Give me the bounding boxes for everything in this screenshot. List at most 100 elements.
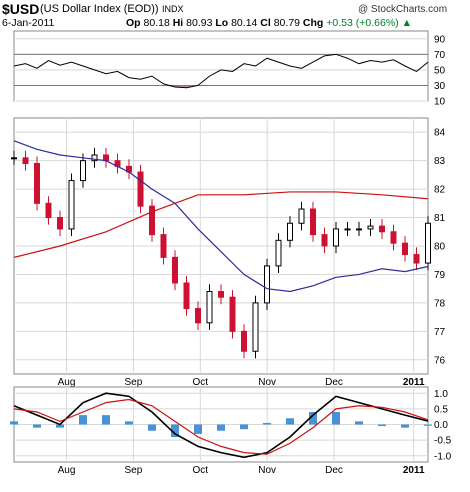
rsi-title: RSI(14) 60.42 xyxy=(18,31,90,43)
quote-date: 6-Jan-2011 xyxy=(2,17,55,29)
candle-body xyxy=(413,254,420,264)
macd-hist-bar xyxy=(378,424,386,427)
rsi-tick-label: 70 xyxy=(434,50,446,61)
line-swatch-icon xyxy=(18,138,25,141)
candle-body xyxy=(137,171,144,207)
candle-body xyxy=(241,330,247,352)
candle-body xyxy=(321,234,328,247)
price-tick-label: 83 xyxy=(434,156,446,167)
change-up-icon: ▲ xyxy=(401,17,412,29)
macd-hist-bar xyxy=(79,415,87,425)
legend-marker-icon xyxy=(18,392,23,398)
price-tick-label: 82 xyxy=(434,185,446,196)
price-x-label: Nov xyxy=(258,377,276,388)
instrument-name: (US Dollar Index (EOD)) xyxy=(40,3,159,15)
candle-body xyxy=(218,291,224,298)
candle-body xyxy=(425,222,431,264)
candle-body xyxy=(252,302,259,352)
legend-marker-icon xyxy=(18,34,23,40)
candle-body xyxy=(287,222,293,241)
candle-body xyxy=(68,180,75,230)
macd-hist-bar xyxy=(309,412,317,425)
macd-tick-label: -1.0 xyxy=(434,451,452,462)
candle-body xyxy=(160,234,167,258)
candle-body xyxy=(356,228,362,231)
rsi-tick-label: 10 xyxy=(434,97,446,108)
open-value: 80.18 xyxy=(143,17,170,29)
change-value: +0.53 (+0.66%) xyxy=(326,17,399,29)
high-value: 80.93 xyxy=(186,17,213,29)
candle-body xyxy=(57,217,63,230)
line-swatch-icon xyxy=(18,149,25,152)
macd-hist-bar xyxy=(56,424,64,428)
close-label: Cl xyxy=(260,17,271,29)
macd-hist-bar xyxy=(33,424,41,428)
candle-body xyxy=(344,228,351,231)
price-x-label: 2011 xyxy=(403,377,425,388)
macd-x-label: Oct xyxy=(193,465,209,476)
macd-title: MACD(12,26,9) 0.109, 0.152, -0.043 xyxy=(18,389,195,401)
candle-body xyxy=(11,157,17,160)
macd-hist-bar xyxy=(240,424,248,430)
macd-hist-bar xyxy=(125,421,133,425)
price-tick-label: 76 xyxy=(434,355,446,366)
candle-body xyxy=(379,225,385,233)
candle-body xyxy=(149,205,155,236)
macd-hist-bar xyxy=(194,424,202,434)
legend-marker-icon xyxy=(18,123,23,129)
macd-hist-bar xyxy=(102,415,110,425)
candle-body xyxy=(103,154,109,162)
macd-tick-label: 1.0 xyxy=(434,389,448,400)
macd-hist-bar xyxy=(148,424,156,431)
price-x-label: Sep xyxy=(125,377,143,388)
macd-x-label: 2011 xyxy=(403,465,425,476)
candle-body xyxy=(195,308,201,324)
macd-hist-bar xyxy=(424,424,432,426)
candle-body xyxy=(390,231,397,244)
macd-hist-bar xyxy=(401,424,409,428)
macd-tick-label: 0.0 xyxy=(434,420,448,431)
price-tick-label: 78 xyxy=(434,298,446,309)
candle-body xyxy=(126,165,132,173)
rsi-oversold-area xyxy=(14,85,428,88)
candle-body xyxy=(367,225,374,230)
high-label: Hi xyxy=(172,17,184,29)
candle-body xyxy=(333,228,339,247)
candle-body xyxy=(172,256,178,284)
quote-line: Op 80.18 Hi 80.93 Lo 80.14 Cl 80.79 Chg … xyxy=(126,17,412,29)
macd-x-label: Dec xyxy=(325,465,343,476)
bar-swatch-icon xyxy=(18,158,24,165)
legend-volume: Volume undef xyxy=(18,155,90,167)
exchange: INDX xyxy=(162,4,184,14)
macd-hist-bar xyxy=(217,424,225,431)
candle-body xyxy=(264,265,270,304)
macd-hist-bar xyxy=(286,418,294,425)
macd-hist-bar xyxy=(263,422,271,425)
candle-body xyxy=(402,242,408,256)
candle-body xyxy=(298,208,305,224)
rsi-tick-label: 30 xyxy=(434,81,446,92)
price-x-label: Oct xyxy=(193,377,209,388)
macd-x-label: Sep xyxy=(125,465,143,476)
price-tick-label: 77 xyxy=(434,327,446,338)
macd-line xyxy=(13,392,429,459)
close-value: 80.79 xyxy=(273,17,300,29)
open-label: Op xyxy=(126,17,141,29)
price-x-label: Dec xyxy=(325,377,343,388)
rsi-tick-label: 90 xyxy=(434,34,446,45)
macd-x-label: Aug xyxy=(58,465,76,476)
candle-body xyxy=(34,163,40,204)
hist-value: -0.043 xyxy=(165,389,195,401)
signal-value: 0.152 xyxy=(133,389,160,401)
change-label: Chg xyxy=(302,17,324,29)
macd-tick-label: 0.5 xyxy=(434,404,448,415)
macd-hist-bar xyxy=(10,421,18,425)
price-title: $USD (Daily) 80.79 xyxy=(18,120,115,132)
candle-body xyxy=(45,202,52,219)
low-value: 80.14 xyxy=(231,17,258,29)
candle-body xyxy=(206,291,213,324)
watermark: @ StockCharts.com xyxy=(358,4,448,15)
macd-hist-bar xyxy=(355,421,363,425)
